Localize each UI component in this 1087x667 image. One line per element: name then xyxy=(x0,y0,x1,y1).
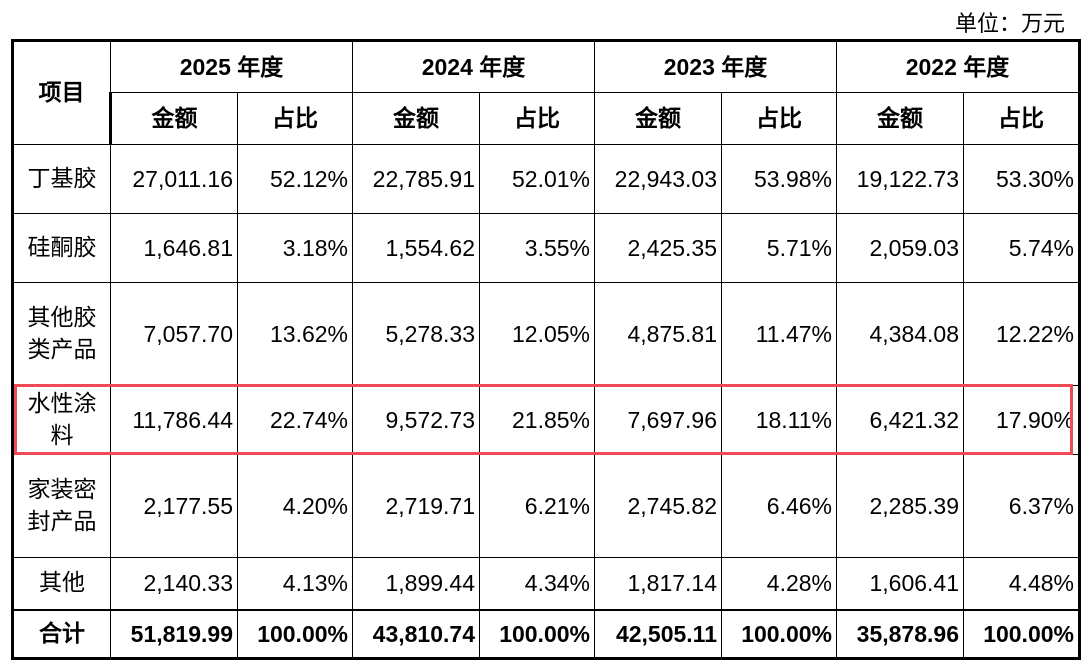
amount-cell: 1,554.62 xyxy=(352,213,480,283)
total-ratio-cell: 100.00% xyxy=(237,608,353,660)
amount-cell: 19,122.73 xyxy=(836,144,964,214)
amount-cell: 2,140.33 xyxy=(110,557,238,610)
subheader-row: 金额 占比 金额 占比 金额 占比 金额 占比 xyxy=(13,92,1081,145)
ratio-header: 占比 xyxy=(963,92,1081,145)
row-label: 水性涂料 xyxy=(11,385,111,455)
amount-cell: 2,425.35 xyxy=(594,213,722,283)
amount-cell: 6,421.32 xyxy=(836,385,964,455)
ratio-cell: 6.21% xyxy=(479,454,595,558)
ratio-cell: 53.98% xyxy=(721,144,837,214)
ratio-cell: 5.71% xyxy=(721,213,837,283)
amount-cell: 11,786.44 xyxy=(110,385,238,455)
row-label: 家装密封产品 xyxy=(11,454,111,558)
amount-cell: 1,899.44 xyxy=(352,557,480,610)
ratio-cell: 52.12% xyxy=(237,144,353,214)
row-label: 丁基胶 xyxy=(11,144,111,214)
amount-cell: 1,646.81 xyxy=(110,213,238,283)
table-row: 其他胶类产品 7,057.70 13.62% 5,278.33 12.05% 4… xyxy=(11,282,1081,386)
row-label: 硅酮胶 xyxy=(11,213,111,283)
year-header-2024: 2024 年度 xyxy=(352,39,595,93)
amount-cell: 27,011.16 xyxy=(110,144,238,214)
total-amount-cell: 42,505.11 xyxy=(594,608,722,660)
row-label: 其他胶类产品 xyxy=(11,282,111,386)
year-header-2022: 2022 年度 xyxy=(836,39,1081,93)
ratio-header: 占比 xyxy=(237,92,353,145)
table-row: 其他 2,140.33 4.13% 1,899.44 4.34% 1,817.1… xyxy=(11,557,1081,610)
table-row: 硅酮胶 1,646.81 3.18% 1,554.62 3.55% 2,425.… xyxy=(11,213,1081,283)
amount-header: 金额 xyxy=(109,92,238,145)
total-amount-cell: 43,810.74 xyxy=(352,608,480,660)
ratio-cell: 4.20% xyxy=(237,454,353,558)
ratio-cell: 3.55% xyxy=(479,213,595,283)
amount-header: 金额 xyxy=(836,92,964,145)
ratio-cell: 3.18% xyxy=(237,213,353,283)
ratio-header: 占比 xyxy=(721,92,837,145)
total-ratio-cell: 100.00% xyxy=(721,608,837,660)
total-amount-cell: 51,819.99 xyxy=(110,608,238,660)
amount-cell: 22,943.03 xyxy=(594,144,722,214)
amount-cell: 9,572.73 xyxy=(352,385,480,455)
revenue-table: 项目 2025 年度 2024 年度 2023 年度 2022 年度 金额 占比… xyxy=(11,39,1081,660)
amount-cell: 2,177.55 xyxy=(110,454,238,558)
amount-cell: 1,817.14 xyxy=(594,557,722,610)
ratio-cell: 21.85% xyxy=(479,385,595,455)
ratio-cell: 4.28% xyxy=(721,557,837,610)
amount-cell: 7,057.70 xyxy=(110,282,238,386)
unit-label: 单位：万元 xyxy=(954,12,1065,37)
ratio-cell: 18.11% xyxy=(721,385,837,455)
ratio-cell: 5.74% xyxy=(963,213,1081,283)
ratio-cell: 52.01% xyxy=(479,144,595,214)
item-column-header: 项目 xyxy=(11,39,111,145)
amount-cell: 2,745.82 xyxy=(594,454,722,558)
row-label: 其他 xyxy=(11,557,111,610)
amount-cell: 1,606.41 xyxy=(836,557,964,610)
amount-cell: 4,384.08 xyxy=(836,282,964,386)
year-header-row: 项目 2025 年度 2024 年度 2023 年度 2022 年度 xyxy=(11,39,1081,145)
amount-cell: 22,785.91 xyxy=(352,144,480,214)
ratio-cell: 13.62% xyxy=(237,282,353,386)
ratio-cell: 11.47% xyxy=(721,282,837,386)
total-ratio-cell: 100.00% xyxy=(963,608,1081,660)
amount-cell: 2,719.71 xyxy=(352,454,480,558)
total-amount-cell: 35,878.96 xyxy=(836,608,964,660)
ratio-cell: 4.48% xyxy=(963,557,1081,610)
ratio-cell: 12.05% xyxy=(479,282,595,386)
ratio-cell: 17.90% xyxy=(963,385,1081,455)
total-ratio-cell: 100.00% xyxy=(479,608,595,660)
total-label: 合计 xyxy=(11,608,111,660)
amount-cell: 5,278.33 xyxy=(352,282,480,386)
table-row-highlighted: 水性涂料 11,786.44 22.74% 9,572.73 21.85% 7,… xyxy=(11,385,1081,455)
amount-header: 金额 xyxy=(352,92,480,145)
ratio-cell: 53.30% xyxy=(963,144,1081,214)
table-row: 家装密封产品 2,177.55 4.20% 2,719.71 6.21% 2,7… xyxy=(11,454,1081,558)
total-row: 合计 51,819.99 100.00% 43,810.74 100.00% 4… xyxy=(11,608,1081,660)
ratio-cell: 22.74% xyxy=(237,385,353,455)
amount-header: 金额 xyxy=(594,92,722,145)
ratio-cell: 6.37% xyxy=(963,454,1081,558)
ratio-cell: 4.13% xyxy=(237,557,353,610)
amount-cell: 2,059.03 xyxy=(836,213,964,283)
ratio-cell: 4.34% xyxy=(479,557,595,610)
year-header-2025: 2025 年度 xyxy=(110,39,353,93)
amount-cell: 2,285.39 xyxy=(836,454,964,558)
table-row: 丁基胶 27,011.16 52.12% 22,785.91 52.01% 22… xyxy=(11,144,1081,214)
amount-cell: 4,875.81 xyxy=(594,282,722,386)
amount-cell: 7,697.96 xyxy=(594,385,722,455)
ratio-header: 占比 xyxy=(479,92,595,145)
ratio-cell: 6.46% xyxy=(721,454,837,558)
year-header-2023: 2023 年度 xyxy=(594,39,837,93)
ratio-cell: 12.22% xyxy=(963,282,1081,386)
